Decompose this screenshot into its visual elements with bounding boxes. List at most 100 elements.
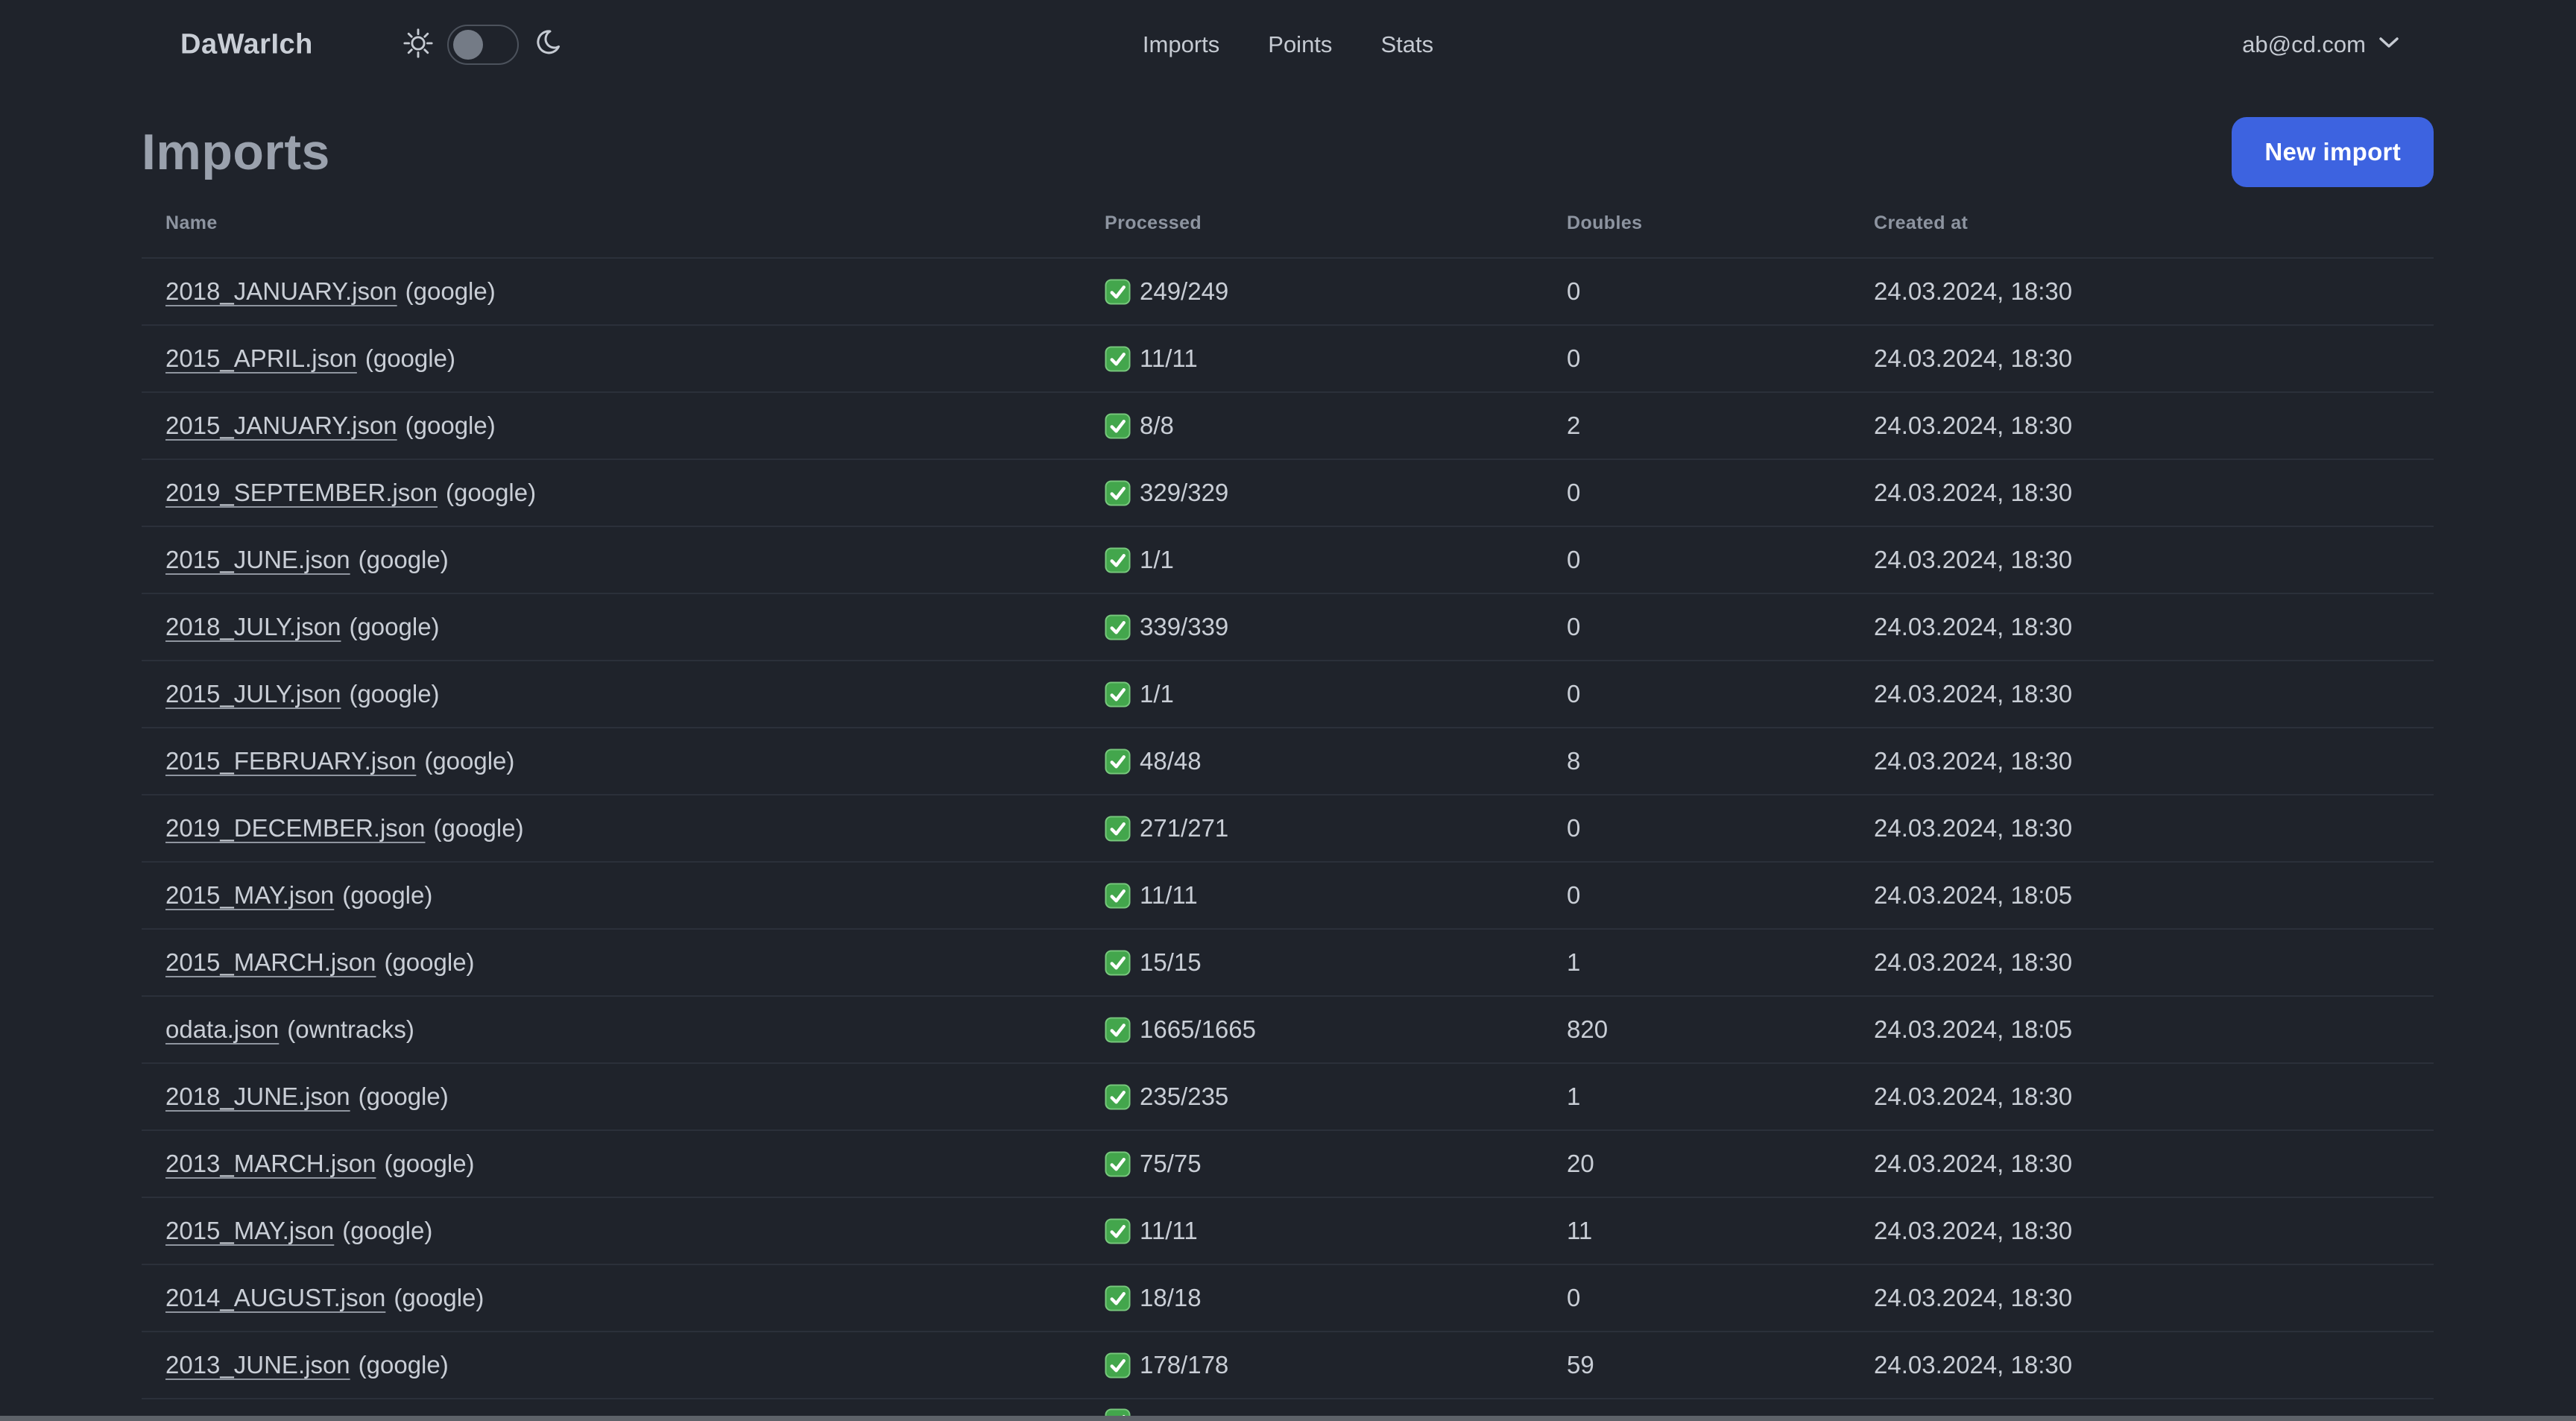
doubles-cell: 0 [1543, 862, 1850, 930]
table-row: 2019_DECEMBER.json (google) 271/271 0 24.… [142, 795, 2434, 863]
name-cell: 2015_JANUARY.json (google) [142, 392, 1081, 460]
file-source: (google) [364, 344, 455, 372]
processed-count: 11/11 [1140, 881, 1198, 909]
file-source: (google) [358, 1351, 449, 1379]
table-row: 2014_AUGUST.json (google) 18/18 0 24.03.2… [142, 1264, 2434, 1332]
file-link[interactable]: 2015_FEBRUARY.json [165, 747, 417, 775]
file-link[interactable]: 2019_SEPTEMBER.json [165, 479, 438, 506]
file-link[interactable]: 2015_MAY.json [165, 881, 335, 909]
created-at-cell: 24.03.2024, 18:30 [1850, 526, 2434, 594]
theme-toggle-knob [453, 30, 483, 60]
sun-icon [402, 28, 434, 63]
doubles-cell: 59 [1543, 1332, 1850, 1399]
processed-cell: 329/329 [1081, 459, 1543, 527]
check-icon [1105, 479, 1131, 506]
file-link[interactable]: 2013_JUNE.json [165, 1351, 350, 1379]
brand-logo[interactable]: DaWarIch [180, 28, 313, 60]
created-at-cell: 24.03.2024, 18:30 [1850, 929, 2434, 997]
doubles-cell: 0 [1543, 1264, 1850, 1332]
check-icon [1105, 681, 1131, 708]
account-email: ab@cd.com [2242, 31, 2366, 57]
name-cell: 2013_JUNE.json (google) [142, 1332, 1081, 1399]
table-row: 2018_JANUARY.json (google) 249/249 0 24.0… [142, 258, 2434, 326]
processed-cell: 249/249 [1081, 258, 1543, 326]
table-row: 2015_APRIL.json (google) 11/11 0 24.03.20… [142, 325, 2434, 393]
imports-table-head: Name Processed Doubles Created at [142, 189, 2434, 259]
processed-count: 235/235 [1140, 1083, 1229, 1110]
processed-count: 18/18 [1140, 1284, 1202, 1311]
file-source: (google) [384, 1150, 475, 1177]
file-source: (google) [394, 1284, 484, 1311]
name-cell: 2018_JUNE.json (google) [142, 1063, 1081, 1131]
file-link[interactable]: 2018_JULY.json [165, 613, 341, 640]
file-link[interactable]: 2013_MARCH.json [165, 1150, 376, 1177]
doubles-cell: 2 [1543, 392, 1850, 460]
new-import-button[interactable]: New import [2232, 117, 2434, 187]
processed-cell: 11/11 [1081, 325, 1543, 393]
check-icon [1105, 278, 1131, 305]
table-row: 2013_JUNE.json (google) 178/178 59 24.03.… [142, 1332, 2434, 1399]
name-cell: 2014_AUGUST.json (google) [142, 1264, 1081, 1332]
file-link[interactable]: 2018_JUNE.json [165, 1083, 350, 1110]
check-icon [1105, 1016, 1131, 1043]
main-content: Imports New import Name Processed Double… [0, 115, 2576, 1421]
file-link[interactable]: 2015_JUNE.json [165, 546, 350, 573]
processed-count: 249/249 [1140, 277, 1229, 305]
account-menu[interactable]: ab@cd.com [2242, 0, 2399, 89]
check-icon [1105, 1285, 1131, 1311]
column-header-created-at: Created at [1850, 189, 2434, 259]
name-cell: 2015_MAY.json (google) [142, 862, 1081, 930]
file-link[interactable]: 2018_JANUARY.json [165, 277, 397, 305]
file-source: (google) [358, 546, 449, 573]
table-row: 2015_MAY.json (google) 11/11 0 24.03.2024… [142, 862, 2434, 930]
created-at-cell: 24.03.2024, 18:30 [1850, 593, 2434, 661]
table-row: 2015_JANUARY.json (google) 8/8 2 24.03.20… [142, 392, 2434, 460]
file-link[interactable]: 2014_AUGUST.json [165, 1284, 386, 1311]
nav-link-stats[interactable]: Stats [1380, 31, 1434, 57]
name-cell: 2015_JUNE.json (google) [142, 526, 1081, 594]
created-at-cell: 24.03.2024, 18:30 [1850, 392, 2434, 460]
created-at-cell: 24.03.2024, 18:05 [1850, 996, 2434, 1064]
column-header-name: Name [142, 189, 1081, 259]
processed-cell: 48/48 [1081, 728, 1543, 795]
file-link[interactable]: 2019_DECEMBER.json [165, 814, 426, 842]
doubles-cell: 820 [1543, 996, 1850, 1064]
processed-cell: 339/339 [1081, 593, 1543, 661]
navbar: DaWarIch Imports Points [0, 0, 2576, 89]
doubles-cell: 1 [1543, 929, 1850, 997]
page-header: Imports New import [142, 115, 2434, 189]
processed-count: 1/1 [1140, 546, 1174, 573]
name-cell: 2013_MARCH.json (google) [142, 1130, 1081, 1198]
theme-toggle[interactable] [447, 25, 519, 65]
doubles-cell: 0 [1543, 258, 1850, 326]
file-link[interactable]: 2015_JANUARY.json [165, 412, 397, 439]
file-link[interactable]: 2015_MARCH.json [165, 948, 376, 976]
file-link[interactable]: 2015_JULY.json [165, 680, 341, 708]
page-title: Imports [142, 124, 330, 180]
check-icon [1105, 949, 1131, 976]
file-link[interactable]: 2015_APRIL.json [165, 344, 357, 372]
processed-count: 75/75 [1140, 1150, 1202, 1177]
bottom-edge-strip [0, 1416, 2576, 1421]
doubles-cell: 0 [1543, 795, 1850, 863]
processed-count: 329/329 [1140, 479, 1229, 506]
processed-count: 11/11 [1140, 1217, 1198, 1244]
table-row: 2015_JUNE.json (google) 1/1 0 24.03.2024,… [142, 526, 2434, 594]
processed-cell: 11/11 [1081, 1197, 1543, 1265]
check-icon [1105, 815, 1131, 842]
table-row: 2015_FEBRUARY.json (google) 48/48 8 24.03… [142, 728, 2434, 795]
processed-count: 178/178 [1140, 1351, 1229, 1379]
doubles-cell: 0 [1543, 459, 1850, 527]
nav-link-imports[interactable]: Imports [1142, 31, 1220, 57]
file-link[interactable]: odata.json [165, 1015, 280, 1043]
processed-cell: 8/8 [1081, 392, 1543, 460]
check-icon [1105, 1352, 1131, 1379]
processed-count: 1/1 [1140, 680, 1174, 708]
nav-link-points[interactable]: Points [1268, 31, 1333, 57]
table-row: 2013_MARCH.json (google) 75/75 20 24.03.2… [142, 1130, 2434, 1198]
doubles-cell: 20 [1543, 1130, 1850, 1198]
file-link[interactable]: 2015_MAY.json [165, 1217, 335, 1244]
processed-cell: 235/235 [1081, 1063, 1543, 1131]
processed-count: 8/8 [1140, 412, 1174, 439]
check-icon [1105, 412, 1131, 439]
